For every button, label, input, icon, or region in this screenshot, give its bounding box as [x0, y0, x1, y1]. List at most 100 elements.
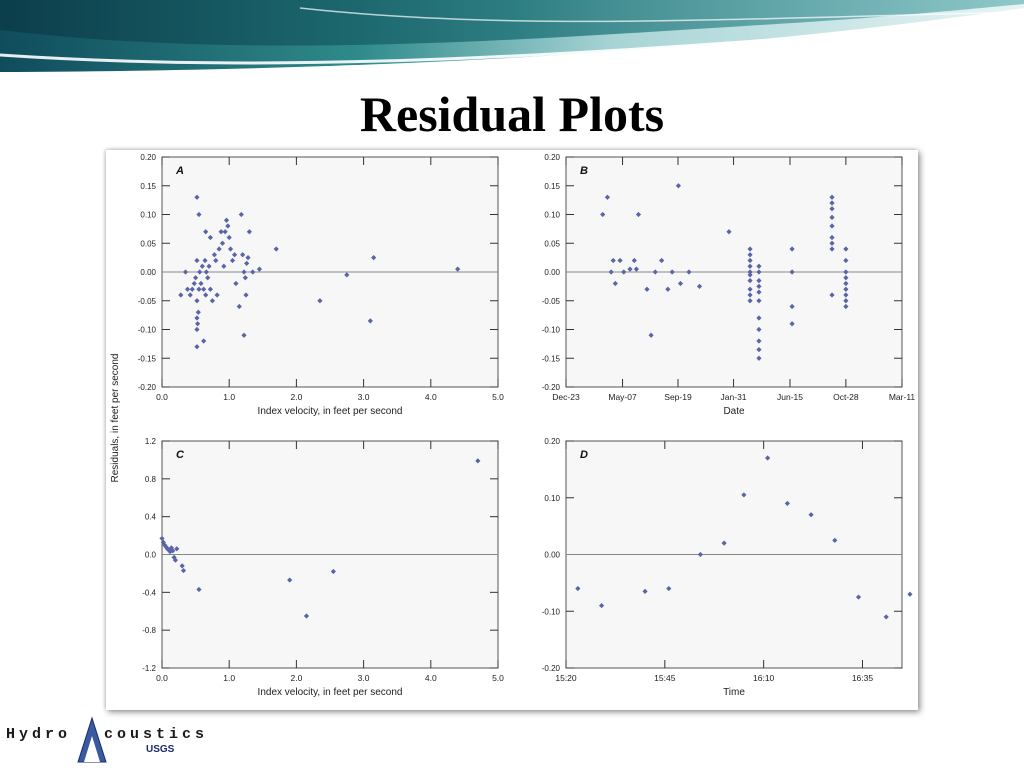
data-point: [367, 318, 373, 324]
y-tick-label: 0.10: [544, 494, 560, 503]
y-tick-label: 0.10: [140, 211, 156, 220]
data-point: [855, 594, 862, 600]
data-point: [843, 275, 849, 281]
data-point: [194, 298, 200, 304]
data-point: [160, 539, 166, 545]
x-tick-label: Jun-15: [777, 392, 803, 402]
x-tick-label: 4.0: [425, 673, 437, 683]
data-point: [180, 567, 187, 574]
data-point: [238, 211, 244, 218]
y-tick-label: 1.2: [145, 437, 157, 446]
data-point: [194, 326, 200, 333]
data-point: [756, 298, 762, 304]
data-point: [843, 286, 849, 292]
panel-label: C: [176, 449, 185, 461]
data-point: [747, 298, 753, 304]
data-point: [612, 280, 618, 287]
data-point: [198, 280, 204, 287]
data-point: [241, 332, 247, 338]
x-tick-label: 15:20: [555, 673, 577, 683]
usgs-mark: USGS: [146, 744, 175, 755]
data-point: [829, 206, 835, 212]
data-point: [167, 549, 173, 555]
data-point: [187, 292, 193, 298]
y-tick-label: 0.20: [140, 153, 156, 162]
data-point: [287, 577, 293, 583]
data-point: [250, 269, 256, 275]
data-point: [829, 194, 835, 200]
y-tick-label: 0.00: [544, 268, 560, 277]
data-point: [652, 269, 658, 275]
data-point: [223, 217, 230, 223]
data-point: [747, 263, 753, 269]
data-point: [747, 257, 753, 264]
data-point: [659, 257, 665, 264]
data-point: [236, 303, 242, 310]
data-point: [843, 292, 849, 298]
data-point: [162, 542, 168, 548]
x-tick-label: 1.0: [223, 392, 235, 402]
x-tick-label: 2.0: [290, 673, 302, 683]
x-tick-label: 0.0: [156, 392, 168, 402]
panel-label: A: [175, 165, 184, 177]
data-point: [832, 537, 838, 543]
y-tick-label: 0.0: [145, 551, 157, 560]
data-point: [233, 280, 239, 287]
data-point: [600, 211, 606, 218]
data-point: [172, 557, 179, 563]
data-point: [675, 183, 682, 189]
panel-label: D: [580, 449, 588, 461]
data-point: [209, 298, 215, 304]
data-point: [756, 355, 762, 361]
data-point: [907, 591, 913, 597]
data-point: [229, 257, 236, 264]
x-tick-label: 3.0: [358, 673, 370, 683]
x-tick-label: 16:35: [852, 673, 874, 683]
data-point: [843, 280, 849, 287]
x-tick-label: 0.0: [156, 673, 168, 683]
data-point: [648, 332, 654, 338]
data-point: [747, 272, 753, 278]
data-point: [182, 269, 189, 275]
y-tick-label: -0.15: [542, 354, 561, 363]
x-tick-label: 16:10: [753, 673, 775, 683]
y-tick-label: 0.05: [140, 239, 156, 248]
header-banner: [0, 0, 1024, 80]
x-tick-label: Mar-11: [889, 392, 916, 402]
data-point: [756, 347, 762, 353]
data-point: [696, 283, 703, 289]
data-point: [756, 263, 762, 269]
data-point: [808, 512, 814, 518]
data-point: [610, 257, 616, 264]
data-point: [214, 292, 220, 298]
x-tick-label: 5.0: [492, 392, 504, 402]
data-point: [789, 246, 795, 252]
hydroacoustics-logo: Hydro coustics USGS: [6, 712, 206, 768]
data-point: [194, 257, 200, 264]
data-point: [829, 234, 835, 241]
data-point: [219, 240, 226, 246]
data-point: [575, 585, 581, 592]
data-point: [303, 613, 310, 619]
data-point: [747, 252, 753, 258]
data-point: [756, 338, 762, 344]
x-tick-label: 3.0: [358, 392, 370, 402]
data-point: [205, 275, 211, 281]
data-point: [179, 563, 185, 569]
y-tick-label: -0.20: [542, 664, 561, 673]
data-point: [721, 540, 727, 546]
data-point: [195, 321, 201, 327]
data-point: [221, 263, 227, 269]
data-point: [789, 303, 795, 310]
data-point: [829, 223, 835, 229]
data-point: [686, 269, 692, 275]
x-axis-label: Index velocity, in feet per second: [258, 687, 403, 698]
y-tick-label: 0.15: [544, 182, 560, 191]
y-tick-label: -0.05: [138, 297, 157, 306]
data-point: [789, 269, 795, 275]
data-point: [371, 255, 377, 261]
data-point: [829, 200, 835, 206]
data-point: [246, 229, 252, 235]
data-point: [244, 260, 250, 266]
data-point: [273, 246, 279, 252]
